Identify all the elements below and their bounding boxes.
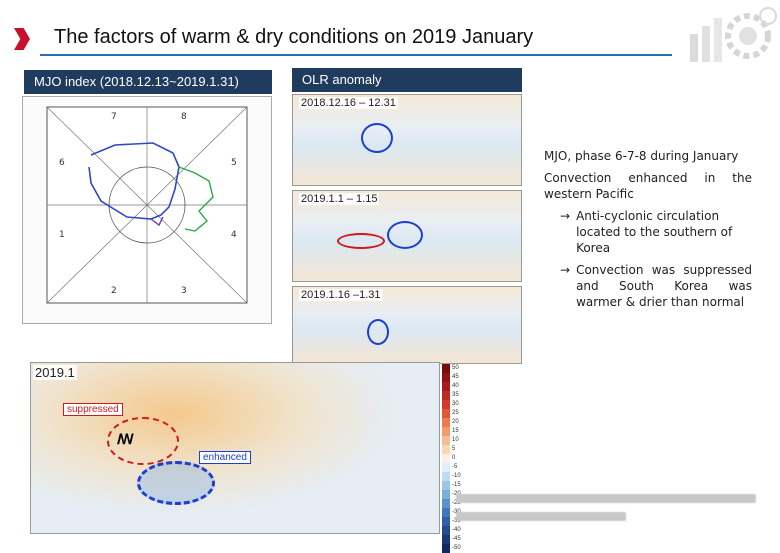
olr-map-3-date: 2019.1.16 –1.31	[299, 289, 383, 301]
blurred-footnote	[456, 490, 766, 521]
colorbar-tick: 30	[452, 401, 459, 407]
olr-map-2: 2019.1.1 – 1.15	[292, 190, 522, 282]
olr-map-1: 2018.12.16 – 12.31	[292, 94, 522, 186]
olr-map-2-enhanced-ellipse	[387, 221, 423, 249]
svg-text:3: 3	[181, 286, 187, 296]
colorbar-tick: -35	[452, 518, 461, 524]
explanation-block: MJO, phase 6-7-8 during January Convecti…	[544, 148, 752, 310]
colorbar-tick: -25	[452, 500, 461, 506]
olr-map-2-date: 2019.1.1 – 1.15	[299, 193, 380, 205]
svg-text:2: 2	[111, 286, 117, 296]
colorbar-tick: -10	[452, 473, 461, 479]
svg-text:8: 8	[181, 112, 187, 122]
colorbar-tick: -40	[452, 527, 461, 533]
svg-text:5: 5	[231, 158, 237, 168]
olr-map-3-enhanced-ellipse	[367, 319, 389, 345]
title-underline	[40, 54, 672, 56]
colorbar-tick: 45	[452, 374, 459, 380]
colorbar-tick: 10	[452, 437, 459, 443]
explanation-heading: MJO, phase 6-7-8 during January	[544, 149, 739, 163]
explanation-bullet-2: → Convection was suppressed and South Ko…	[544, 262, 752, 310]
colorbar-tick: 15	[452, 428, 459, 434]
arrow-right-icon: →	[560, 263, 571, 277]
enhanced-ellipse	[137, 461, 215, 505]
olr-map-2019-01: 2019.1 suppressed ꟿ enhanced	[30, 362, 440, 534]
colorbar-tick: 20	[452, 419, 459, 425]
colorbar-tick: 40	[452, 383, 459, 389]
suppressed-label: suppressed	[63, 403, 123, 416]
slide-title: The factors of warm & dry conditions on …	[54, 26, 534, 48]
explanation-bullet-1: → Anti-cyclonic circulation located to t…	[544, 208, 752, 256]
svg-text:1: 1	[59, 230, 65, 240]
explanation-line1: Convection enhanced in the western Pacif…	[544, 171, 752, 201]
footnote-line	[456, 494, 756, 503]
colorbar-tick-labels: 50 45 40 35 30 25 20 15 10 5 0 -5 -10 -1…	[452, 364, 472, 553]
mjo-diagram-graphic: 6 5 1 4 2 3 7 8	[46, 106, 248, 304]
suppressed-ellipse	[107, 417, 179, 465]
colorbar-tick: 5	[452, 446, 456, 452]
footnote-line	[456, 512, 626, 521]
enhanced-label: enhanced	[199, 451, 251, 464]
olr-colorbar	[442, 364, 450, 553]
colorbar-tick: 35	[452, 392, 459, 398]
explanation-bullet-2-text: Convection was suppressed and South Kore…	[576, 263, 752, 309]
olr-header: OLR anomaly	[292, 68, 522, 92]
olr-map-1-enhanced-ellipse	[361, 123, 393, 153]
title-arrow-icon	[14, 28, 30, 50]
svg-text:4: 4	[231, 230, 237, 240]
colorbar-tick: -5	[452, 464, 458, 470]
arrow-right-icon: →	[560, 209, 571, 223]
colorbar-tick: 0	[452, 455, 456, 461]
colorbar-tick: 50	[452, 365, 459, 371]
colorbar-tick: 25	[452, 410, 459, 416]
olr-map-2-suppressed-ellipse	[337, 233, 385, 249]
korea-marker-icon: ꟿ	[117, 431, 134, 447]
mjo-header: MJO index (2018.12.13~2019.1.31)	[24, 70, 272, 94]
olr-map-2019-01-date: 2019.1	[33, 365, 77, 380]
colorbar-tick: -50	[452, 545, 461, 551]
explanation-bullet-1-text: Anti-cyclonic circulation located to the…	[576, 209, 733, 255]
olr-map-3: 2019.1.16 –1.31	[292, 286, 522, 364]
olr-map-1-date: 2018.12.16 – 12.31	[299, 97, 398, 109]
svg-text:7: 7	[111, 112, 117, 122]
colorbar-tick: -15	[452, 482, 461, 488]
svg-text:6: 6	[59, 158, 65, 168]
mjo-phase-diagram: 6 5 1 4 2 3 7 8	[22, 96, 272, 324]
colorbar-tick: -45	[452, 536, 461, 542]
title-bar: The factors of warm & dry conditions on …	[0, 18, 700, 56]
gear-decoration-icon	[690, 7, 777, 62]
